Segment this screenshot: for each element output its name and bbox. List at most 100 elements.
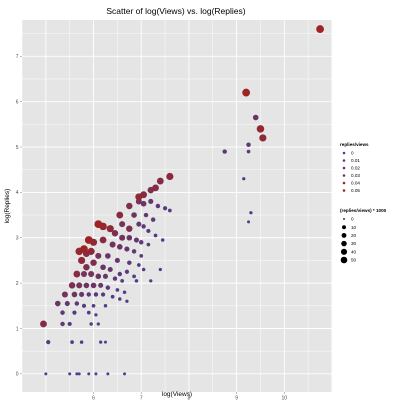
data-point bbox=[166, 172, 174, 181]
data-point bbox=[115, 288, 120, 292]
data-point bbox=[89, 322, 93, 326]
data-point bbox=[71, 291, 78, 298]
data-point bbox=[88, 271, 95, 278]
x-tick-label: 8 bbox=[188, 396, 191, 400]
legend-size-label: 20 bbox=[351, 233, 357, 238]
data-point bbox=[80, 271, 88, 278]
data-point bbox=[150, 217, 156, 222]
data-point bbox=[141, 224, 146, 229]
data-point bbox=[86, 292, 92, 297]
legend-color-title: replies/views bbox=[340, 142, 369, 147]
legend-size-label: 50 bbox=[351, 258, 357, 263]
data-point bbox=[61, 291, 68, 298]
legend-size-key bbox=[340, 248, 348, 255]
legend-color-key bbox=[342, 174, 346, 177]
data-point bbox=[167, 208, 172, 213]
data-point bbox=[73, 270, 81, 278]
data-point bbox=[106, 225, 114, 233]
data-points bbox=[40, 25, 324, 376]
data-point bbox=[103, 340, 107, 344]
data-point bbox=[126, 225, 133, 232]
data-point bbox=[134, 279, 139, 283]
data-point bbox=[143, 212, 149, 218]
data-point bbox=[153, 233, 158, 238]
data-point bbox=[102, 273, 109, 279]
legend-color-label: 0.01 bbox=[351, 158, 360, 163]
x-axis-title: log(Views) bbox=[162, 391, 192, 398]
legend-size-key bbox=[343, 218, 345, 220]
data-point bbox=[316, 25, 324, 33]
data-point bbox=[148, 198, 154, 205]
legend-size-label: 40 bbox=[351, 249, 357, 254]
data-point bbox=[40, 320, 47, 328]
axis-ticks: 6 7 8 9 10 0 1 2 3 4 5 6 7 bbox=[16, 54, 288, 400]
legend-size-title: (replies/views) * 1000 bbox=[340, 208, 387, 213]
legend-color-key bbox=[342, 166, 346, 170]
data-point bbox=[76, 282, 83, 289]
data-point bbox=[84, 236, 93, 244]
data-point bbox=[83, 282, 90, 289]
y-tick-label: 3 bbox=[16, 236, 19, 242]
legend-color-label: 0.04 bbox=[351, 181, 360, 186]
data-point bbox=[126, 202, 133, 210]
legend-color-label: 0.03 bbox=[351, 173, 360, 178]
legend-size-label: 10 bbox=[351, 225, 357, 230]
data-point bbox=[149, 279, 153, 283]
data-point bbox=[118, 297, 122, 301]
data-point bbox=[252, 114, 259, 121]
data-point bbox=[112, 276, 118, 281]
legend-size-key bbox=[341, 240, 347, 247]
data-point bbox=[60, 310, 65, 315]
data-point bbox=[74, 301, 80, 306]
data-point bbox=[106, 372, 110, 376]
data-point bbox=[99, 236, 107, 244]
data-point bbox=[246, 149, 251, 154]
data-point bbox=[152, 184, 159, 192]
data-point bbox=[120, 279, 125, 283]
y-tick-label: 4 bbox=[16, 190, 19, 196]
data-point bbox=[60, 321, 65, 327]
data-point bbox=[64, 300, 70, 307]
data-point bbox=[81, 303, 87, 308]
data-point bbox=[132, 274, 136, 279]
data-point bbox=[100, 264, 106, 271]
data-point bbox=[72, 310, 77, 315]
data-point bbox=[139, 254, 144, 258]
data-point bbox=[99, 340, 103, 344]
data-point bbox=[124, 269, 130, 274]
data-point bbox=[70, 340, 74, 344]
data-point bbox=[80, 245, 88, 253]
legend-color-label: 0.05 bbox=[351, 188, 360, 193]
data-point bbox=[119, 234, 126, 241]
data-point bbox=[68, 372, 72, 376]
data-point bbox=[242, 88, 251, 97]
chart-title: Scatter of log(Views) vs. log(Replies) bbox=[106, 6, 245, 16]
legend-color-key bbox=[342, 189, 346, 192]
x-tick-label: 10 bbox=[282, 396, 288, 400]
legend-color-label: 0 bbox=[351, 151, 354, 156]
y-tick-label: 1 bbox=[16, 326, 19, 332]
data-point bbox=[95, 252, 102, 259]
data-point bbox=[246, 142, 251, 147]
data-point bbox=[87, 247, 95, 255]
legend-color-key bbox=[342, 151, 346, 155]
data-point bbox=[90, 282, 97, 289]
y-tick-label: 7 bbox=[16, 54, 19, 60]
y-tick-label: 5 bbox=[16, 145, 19, 151]
data-point bbox=[68, 282, 76, 289]
legend-color-label: 0.02 bbox=[351, 166, 360, 171]
data-point bbox=[156, 177, 164, 185]
data-point bbox=[162, 206, 168, 211]
data-point bbox=[125, 299, 129, 303]
legend-size-key bbox=[341, 232, 347, 238]
data-point bbox=[105, 253, 111, 259]
data-point bbox=[136, 221, 142, 227]
legend-size-key bbox=[342, 225, 346, 230]
data-point bbox=[126, 234, 133, 241]
legend-size-key bbox=[340, 256, 348, 264]
data-point bbox=[75, 372, 79, 376]
data-point bbox=[131, 212, 137, 218]
data-point bbox=[135, 193, 143, 201]
data-point bbox=[107, 266, 113, 273]
